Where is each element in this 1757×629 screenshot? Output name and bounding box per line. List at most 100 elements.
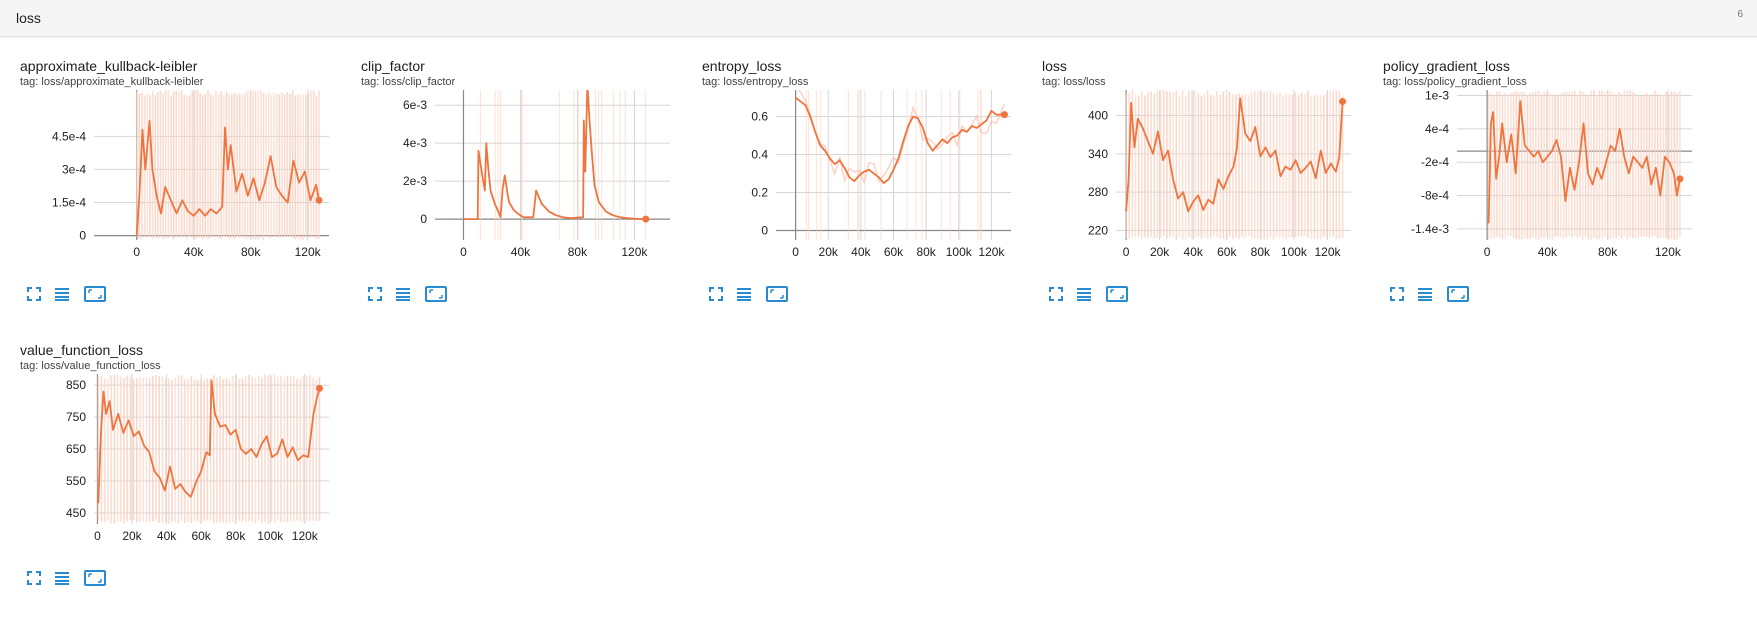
y-tick-label: 4.5e-4 [52, 129, 86, 143]
series-endpoint-dot [642, 215, 650, 223]
chart-card: approximate_kullback-leibler tag: loss/a… [14, 38, 334, 308]
expand-icon[interactable] [708, 286, 724, 302]
y-tick-label: 650 [66, 442, 86, 456]
card-tag: tag: loss/entropy_loss [702, 76, 809, 88]
x-tick-label: 80k [1598, 245, 1618, 259]
series-line [795, 96, 1005, 184]
data-table-icon[interactable] [54, 570, 70, 586]
card-title: approximate_kullback-leibler [20, 58, 198, 74]
x-tick-label: 40k [1538, 245, 1558, 259]
y-tick-label: 340 [1088, 147, 1108, 161]
raw-series-line [797, 90, 1006, 185]
x-tick-label: 0 [133, 245, 140, 259]
x-tick-label: 60k [1217, 245, 1237, 259]
section-title: loss [16, 10, 41, 26]
series-line [463, 90, 646, 221]
series-line [97, 379, 321, 504]
y-tick-label: 280 [1088, 185, 1108, 199]
x-tick-label: 80k [1251, 245, 1271, 259]
fit-domain-icon[interactable] [84, 286, 106, 302]
y-tick-label: 4e-4 [1425, 122, 1449, 136]
x-tick-label: 40k [851, 245, 871, 259]
series-endpoint-dot [1000, 111, 1008, 119]
y-tick-label: -8e-4 [1421, 189, 1449, 203]
fit-domain-icon[interactable] [766, 286, 788, 302]
line-chart[interactable]: 0 2e-3 4e-3 6e-3 0 40k 80k 120k [355, 90, 685, 280]
y-tick-label: 400 [1088, 109, 1108, 123]
y-tick-label: 2e-3 [403, 174, 427, 188]
x-tick-label: 60k [884, 245, 904, 259]
y-tick-label: 750 [66, 410, 86, 424]
card-tag: tag: loss/clip_factor [361, 76, 456, 88]
x-tick-label: 60k [191, 529, 211, 543]
data-table-icon[interactable] [1417, 286, 1433, 302]
data-table-icon[interactable] [395, 286, 411, 302]
x-tick-label: 20k [819, 245, 839, 259]
data-table-icon[interactable] [736, 286, 752, 302]
x-tick-label: 40k [511, 245, 531, 259]
chart-card: policy_gradient_loss tag: loss/policy_gr… [1377, 38, 1697, 308]
fit-domain-icon[interactable] [84, 570, 106, 586]
x-tick-label: 120k [978, 245, 1005, 259]
y-tick-label: 4e-3 [403, 136, 427, 150]
section-header[interactable]: loss 6 [0, 0, 1757, 37]
x-tick-label: 40k [157, 529, 177, 543]
expand-icon[interactable] [1389, 286, 1405, 302]
x-tick-label: 80k [568, 245, 588, 259]
card-title: loss [1042, 58, 1067, 74]
x-tick-label: 100k [1281, 245, 1308, 259]
fit-domain-icon[interactable] [425, 286, 447, 302]
card-title: value_function_loss [20, 342, 143, 358]
fit-domain-icon[interactable] [1447, 286, 1469, 302]
chart-card: value_function_loss tag: loss/value_func… [14, 322, 334, 592]
data-table-icon[interactable] [54, 286, 70, 302]
series-endpoint-dot [315, 196, 323, 204]
series-line [1487, 100, 1681, 224]
x-tick-label: 120k [292, 529, 319, 543]
line-chart[interactable]: 0 0.2 0.4 0.6 0 20k 40k 60k 80k 100k 120k [696, 90, 1026, 280]
line-chart[interactable]: 0 1.5e-4 3e-4 4.5e-4 0 40k 80k 120k [14, 90, 344, 280]
x-tick-label: 0 [1123, 245, 1130, 259]
x-tick-label: 80k [226, 529, 246, 543]
expand-icon[interactable] [1048, 286, 1064, 302]
x-tick-label: 80k [241, 245, 261, 259]
y-tick-label: 220 [1088, 223, 1108, 237]
y-tick-label: 550 [66, 474, 86, 488]
line-chart[interactable]: -1.4e-3 -8e-4 -2e-4 4e-4 1e-3 0 40k 80k 120k [1377, 90, 1707, 280]
x-tick-label: 120k [621, 245, 648, 259]
card-title: policy_gradient_loss [1383, 58, 1510, 74]
y-tick-label: -1.4e-3 [1411, 222, 1449, 236]
y-tick-label: 0 [79, 229, 86, 243]
y-tick-label: 0 [420, 212, 427, 226]
x-tick-label: 40k [184, 245, 204, 259]
x-tick-label: 40k [1184, 245, 1204, 259]
x-tick-label: 120k [1314, 245, 1341, 259]
card-title: clip_factor [361, 58, 425, 74]
x-tick-label: 120k [295, 245, 322, 259]
series-endpoint-dot [1339, 97, 1347, 105]
series-line [1125, 97, 1344, 213]
card-count: 6 [1737, 9, 1743, 20]
line-chart[interactable]: 220 280 340 400 0 20k 40k 60k 80k 100k 120k [1036, 90, 1366, 280]
y-tick-label: 1e-3 [1425, 90, 1449, 103]
y-tick-label: 0.6 [751, 110, 768, 124]
series-endpoint-dot [315, 384, 323, 392]
y-tick-label: 1.5e-4 [52, 196, 86, 210]
chart-card: entropy_loss tag: loss/entropy_loss 0 0.2… [696, 38, 1016, 308]
data-table-icon[interactable] [1076, 286, 1092, 302]
series-line [135, 119, 320, 236]
card-title: entropy_loss [702, 58, 782, 74]
line-chart[interactable]: 450 550 650 750 850 0 20k 40k 60k 80k 100k 120k [14, 374, 344, 564]
expand-icon[interactable] [26, 286, 42, 302]
expand-icon[interactable] [26, 570, 42, 586]
x-tick-label: 120k [1655, 245, 1682, 259]
y-tick-label: -2e-4 [1421, 155, 1449, 169]
card-tag: tag: loss/policy_gradient_loss [1383, 76, 1527, 88]
y-tick-label: 3e-4 [62, 162, 86, 176]
x-tick-label: 0 [792, 245, 799, 259]
fit-domain-icon[interactable] [1106, 286, 1128, 302]
x-tick-label: 0 [460, 245, 467, 259]
x-tick-label: 80k [916, 245, 936, 259]
expand-icon[interactable] [367, 286, 383, 302]
y-tick-label: 850 [66, 378, 86, 392]
